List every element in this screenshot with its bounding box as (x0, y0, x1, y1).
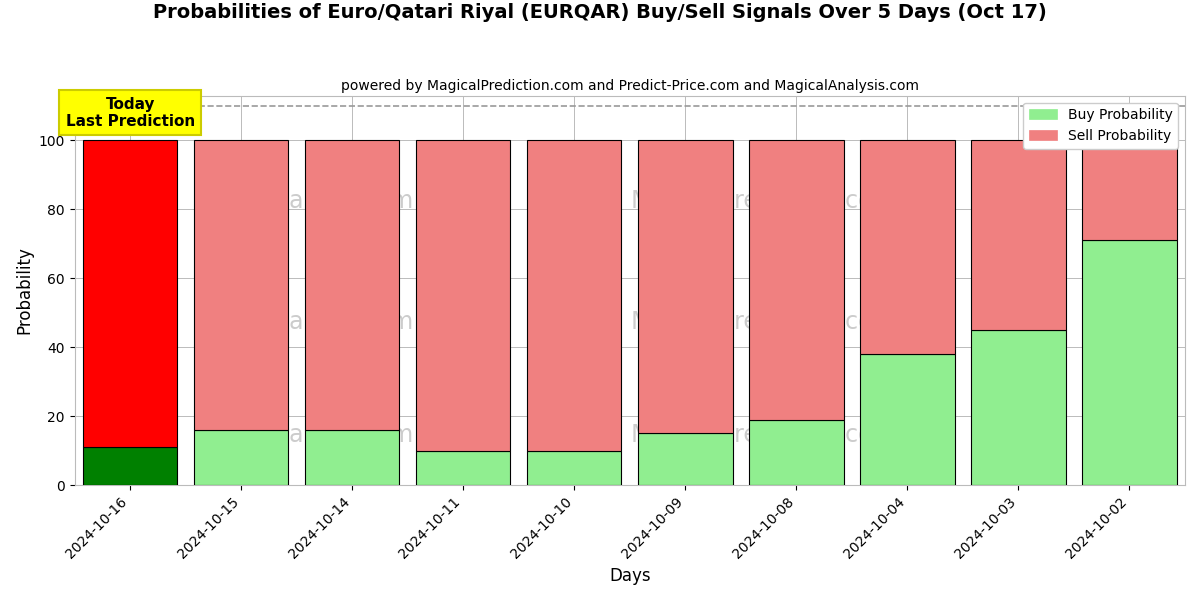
Bar (305, 140, 400, 430)
Title: powered by MagicalPrediction.com and Predict-Price.com and MagicalAnalysis.com: powered by MagicalPrediction.com and Pre… (341, 79, 919, 93)
Bar (194, 430, 288, 485)
Legend: Buy Probability, Sell Probability: Buy Probability, Sell Probability (1024, 103, 1178, 149)
Text: Probabilities of Euro/Qatari Riyal (EURQAR) Buy/Sell Signals Over 5 Days (Oct 17: Probabilities of Euro/Qatari Riyal (EURQ… (154, 3, 1046, 22)
Bar (194, 140, 288, 430)
Text: MagicalPrediction.com: MagicalPrediction.com (630, 189, 896, 213)
Bar (416, 140, 510, 451)
Bar (749, 140, 844, 419)
Text: calAnalysis.com: calAnalysis.com (224, 310, 414, 334)
Bar (638, 433, 732, 485)
Bar (527, 140, 622, 451)
Bar (749, 419, 844, 485)
Bar (860, 354, 955, 485)
Text: MagicalPrediction.com: MagicalPrediction.com (630, 422, 896, 446)
Text: calAnalysis.com: calAnalysis.com (224, 189, 414, 213)
Text: MagicalPrediction.com: MagicalPrediction.com (630, 310, 896, 334)
Bar (1082, 241, 1177, 485)
Bar (416, 451, 510, 485)
Bar (971, 140, 1066, 330)
Bar (83, 140, 178, 447)
Text: calAnalysis.com: calAnalysis.com (224, 422, 414, 446)
X-axis label: Days: Days (610, 567, 650, 585)
Y-axis label: Probability: Probability (16, 247, 34, 334)
Bar (305, 430, 400, 485)
Bar (1082, 140, 1177, 241)
Bar (83, 447, 178, 485)
Text: Today
Last Prediction: Today Last Prediction (66, 97, 194, 129)
Bar (860, 140, 955, 354)
Bar (527, 451, 622, 485)
Bar (971, 330, 1066, 485)
Bar (638, 140, 732, 433)
